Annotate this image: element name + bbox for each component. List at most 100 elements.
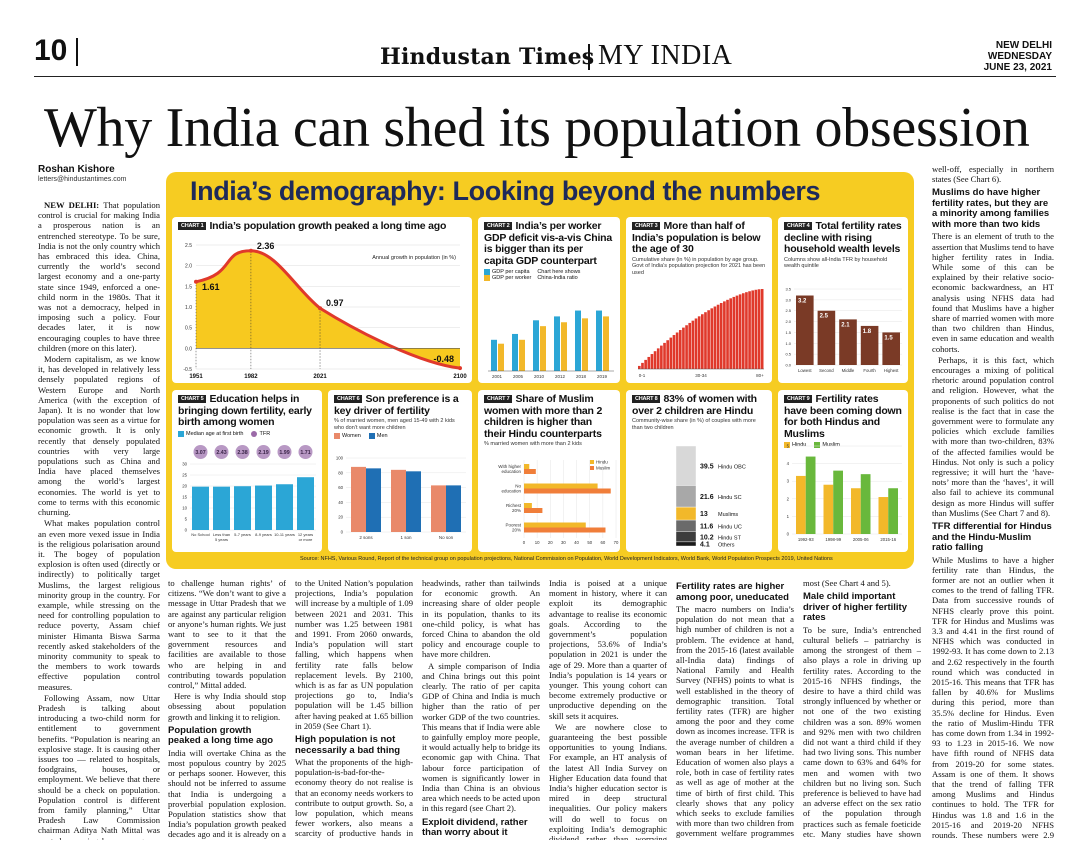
- bar-hindu: [524, 464, 530, 469]
- x-tick-label: 8-9 years: [255, 532, 272, 537]
- y-tick-label: -0.5: [183, 367, 192, 373]
- column-3: to the United Nation’s population projec…: [295, 578, 413, 840]
- cumulative-bar: [738, 294, 742, 369]
- paragraph: most (See Chart 4 and 5).: [803, 578, 891, 588]
- paragraph: headwinds, rather than tailwinds for eco…: [422, 578, 540, 660]
- y-tick-label: 1.0: [185, 305, 192, 311]
- chart9-legend-0: Hindu: [792, 442, 807, 448]
- cumulative-bar: [653, 351, 657, 369]
- chart5-panel: CHART 5 Education helps in bringing down …: [172, 390, 322, 552]
- bar-men: [366, 468, 381, 532]
- bar-muslim: [524, 488, 611, 494]
- tfr-bubble: [193, 445, 208, 459]
- tfr-label: 2.43: [216, 450, 226, 456]
- y-tick-label: 20: [182, 484, 187, 489]
- dateline: NEW DELHI WEDNESDAY JUNE 23, 2021: [984, 40, 1052, 73]
- data-point: [458, 366, 462, 371]
- chart2-legend-1: GDP per worker: [492, 275, 532, 281]
- bar-muslim: [524, 508, 543, 513]
- median-age-bar: [234, 486, 251, 530]
- legend-swatch-gdp-worker: [484, 275, 490, 281]
- legend-swatch-muslim: [814, 442, 821, 448]
- data-label: 4.1: [700, 541, 710, 548]
- cumulative-bar: [672, 335, 676, 369]
- chart2-title: India’s per worker GDP deficit vis-a-vis…: [484, 220, 613, 267]
- bar-muslim: [888, 488, 898, 534]
- cumulative-bar: [641, 362, 644, 369]
- bar-muslim: [860, 474, 871, 534]
- cumulative-bar: [663, 342, 666, 369]
- community-segment: [675, 485, 697, 508]
- bar-hindu: [851, 488, 861, 534]
- bar-gdp-worker: [582, 318, 588, 371]
- category-label: Hindu OBC: [718, 464, 746, 470]
- x-tick-label: No son: [439, 535, 454, 540]
- chart7-note: % married women with more than 2 kids: [484, 441, 582, 447]
- chart9-legend-1: Muslim: [822, 442, 840, 448]
- bar-gdp-capita: [575, 310, 581, 371]
- community-segment: [675, 445, 697, 486]
- legend-swatch-women: [334, 433, 340, 439]
- subheading: Exploit dividend, rather than worry abou…: [422, 816, 528, 839]
- bar-hindu: [823, 484, 834, 534]
- x-tick-label: 0: [523, 540, 526, 545]
- y-tick-label: education: [501, 489, 521, 494]
- tfr-bubble: [235, 445, 250, 459]
- chart3-title: More than half of India’s population is …: [632, 220, 761, 255]
- x-tick-label: Less than: [213, 532, 230, 537]
- community-segment: [675, 506, 697, 521]
- x-tick-label: Fourth: [863, 368, 876, 373]
- chart7-tag: CHART 7: [484, 395, 513, 404]
- section-name: MY INDIA: [598, 40, 733, 71]
- x-tick-label: 10: [535, 540, 540, 545]
- x-tick-label: 12 years: [298, 532, 313, 537]
- column-6: Fertility rates are higher among poor, u…: [676, 578, 794, 840]
- category-label: Hindu SC: [718, 495, 742, 501]
- dateline-lead: NEW DELHI:: [44, 200, 100, 210]
- chart8-note: Community-wise share (in %) of couples w…: [632, 418, 756, 431]
- x-tick-label: No School: [191, 532, 210, 537]
- subheading: Male child important driver of higher fe…: [803, 591, 907, 624]
- cumulative-bar: [741, 293, 745, 369]
- cumulative-bar: [666, 340, 669, 369]
- tfr-label: 2.19: [258, 450, 268, 456]
- chart3-svg: 0-1 30-34 80+: [638, 289, 764, 378]
- x-tick-label: Middle: [842, 368, 855, 373]
- data-label: 1.61: [202, 282, 220, 292]
- paragraph: to challenge human rights’ of citizens. …: [168, 578, 286, 691]
- x-tick-label: 2021: [313, 374, 327, 380]
- subheading: TFR differential for Hindus and the Hind…: [932, 521, 1052, 554]
- chart5-legend-1: TFR: [259, 430, 271, 437]
- community-segment: [675, 519, 697, 532]
- y-tick-label: 10: [182, 506, 187, 511]
- bar-hindu: [878, 497, 889, 534]
- chart6-panel: CHART 6 Son preference is a key driver of…: [328, 390, 472, 552]
- subheading: Fertility rates are higher among poor, u…: [676, 581, 789, 603]
- data-label: 1.8: [863, 329, 872, 335]
- cumulative-bar: [745, 292, 748, 369]
- x-tick-label: or more: [299, 537, 314, 542]
- data-label: 39.5: [700, 463, 714, 470]
- paragraph: What the proponents of the high-populati…: [295, 757, 413, 840]
- chart7-title: Share of Muslim women with more than 2 c…: [484, 393, 603, 440]
- median-age-bar: [276, 484, 293, 530]
- page-number-divider: [76, 38, 78, 66]
- subheading: Population growth peaked a long time ago: [168, 724, 274, 747]
- paragraph: While Muslims to have a higher fertility…: [932, 554, 1054, 840]
- chart2-legend-0: GDP per capita: [492, 269, 530, 275]
- paragraph-text: That population control is crucial for m…: [38, 200, 160, 353]
- column-5: India is poised at a unique moment in hi…: [549, 578, 667, 840]
- x-tick-label: 5-7 years: [234, 532, 251, 537]
- bar-gdp-capita: [533, 320, 539, 371]
- cumulative-bar: [682, 327, 685, 369]
- tfr-label: 1.99: [279, 450, 289, 456]
- x-tick-label: 2 sons: [359, 535, 373, 540]
- x-tick-label: 2018: [576, 374, 587, 379]
- y-tick-label: 2.0: [785, 319, 791, 324]
- paragraph: To be sure, India’s entrenched cultural …: [803, 624, 921, 840]
- paragraph: to the United Nation’s population projec…: [295, 578, 413, 731]
- masthead: Hindustan Times: [380, 44, 595, 70]
- chart6-title: Son preference is a key driver of fertil…: [334, 393, 459, 417]
- bar-gdp-worker: [519, 339, 525, 371]
- bar-women: [351, 466, 366, 532]
